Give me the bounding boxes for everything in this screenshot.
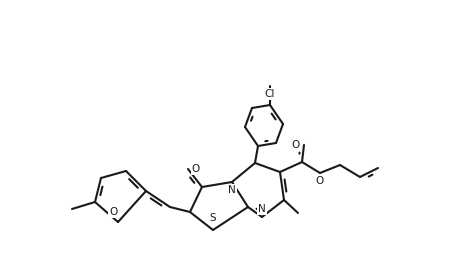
Text: O: O	[192, 164, 200, 174]
Text: O: O	[292, 140, 300, 150]
Text: O: O	[316, 176, 324, 186]
Text: N: N	[258, 204, 266, 214]
Text: Cl: Cl	[265, 89, 275, 99]
Text: O: O	[109, 207, 117, 217]
Text: N: N	[228, 185, 236, 195]
Text: S: S	[210, 213, 216, 223]
